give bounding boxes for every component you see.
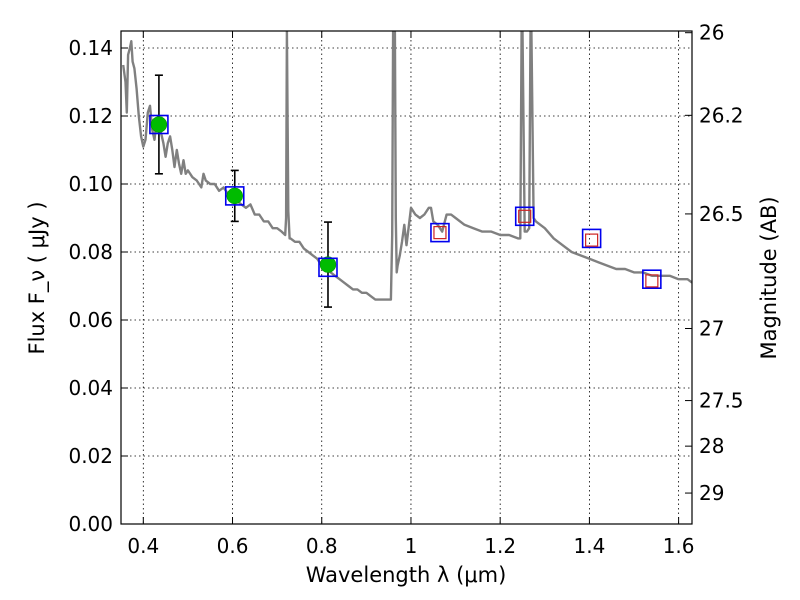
model-square — [514, 206, 535, 227]
x-tick-label: 1.2 — [484, 534, 516, 558]
y2-tick-label: 26.5 — [699, 202, 744, 226]
grid-lines — [121, 31, 692, 525]
x-axis-label: Wavelength λ (μm) — [306, 563, 507, 587]
y-tick-label: 0.00 — [68, 512, 113, 536]
y2-tick-label: 27 — [699, 317, 724, 341]
y-tick-label: 0.14 — [68, 36, 113, 60]
x-tick-label: 0.8 — [306, 534, 338, 558]
y2-tick-label: 28 — [699, 434, 724, 458]
model-square — [430, 222, 450, 243]
plot-frame — [120, 30, 693, 525]
model-square — [642, 269, 662, 290]
tick-layer: 0.4 0.6 0.8 1 1.2 1.4 1.6 0.00 0.02 0.04 0.06 0.08 0… — [68, 21, 743, 558]
y2-tick-label: 27.5 — [699, 389, 744, 413]
y2-tick-label: 29 — [699, 481, 724, 505]
y-axis-label: Flux F_ν ( μJy ) — [25, 201, 50, 354]
model-square — [318, 257, 338, 278]
upper-limit-square — [645, 274, 659, 288]
x-tick-label: 1 — [405, 534, 418, 558]
observed-point — [150, 116, 168, 133]
upper-limit-square — [518, 209, 532, 223]
series-layer — [122, 31, 692, 301]
y-tick-label: 0.10 — [68, 172, 113, 196]
markers-layer — [149, 74, 662, 308]
x-tick-label: 1.6 — [663, 534, 695, 558]
y2-tick-label: 26.2 — [699, 103, 744, 127]
x-tick-label: 1.4 — [573, 534, 605, 558]
x-tick-label: 0.4 — [127, 534, 159, 558]
y-tick-label: 0.06 — [68, 308, 113, 332]
x-tick-label: 0.6 — [217, 534, 249, 558]
y-tick-label: 0.12 — [68, 104, 113, 128]
y-tick-label: 0.04 — [68, 376, 113, 400]
model-square — [149, 114, 169, 135]
sed-model-line — [122, 31, 692, 301]
y2-tick-label: 26 — [699, 21, 724, 45]
observed-point — [319, 256, 337, 273]
model-square — [224, 186, 245, 206]
model-square — [581, 228, 602, 249]
y2-axis-label: Magnitude (AB) — [757, 196, 781, 359]
observed-point — [226, 187, 244, 205]
y-tick-label: 0.02 — [68, 444, 113, 468]
upper-limit-square — [585, 233, 599, 247]
y-tick-label: 0.08 — [68, 240, 113, 264]
upper-limit-square — [433, 226, 447, 240]
